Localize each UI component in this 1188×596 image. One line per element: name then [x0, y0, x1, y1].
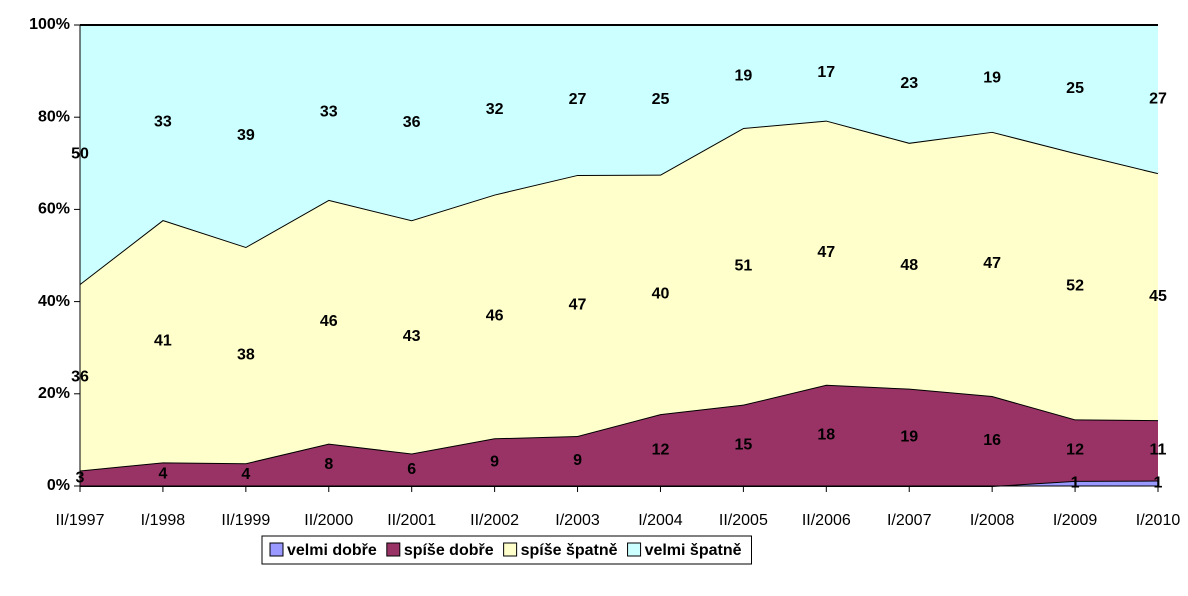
- y-tick-label: 40%: [38, 293, 70, 310]
- area: [80, 120, 1158, 471]
- legend-swatch: [269, 542, 284, 557]
- data-label: 19: [900, 429, 918, 446]
- data-label: 27: [1149, 90, 1167, 107]
- data-label: 33: [154, 114, 172, 131]
- x-tick-label: I/1998: [141, 512, 186, 529]
- data-label: 47: [817, 244, 835, 261]
- x-tick-label: I/2010: [1136, 512, 1181, 529]
- data-label: 4: [158, 465, 167, 482]
- y-tick-label: 80%: [38, 108, 70, 125]
- legend-swatch: [386, 542, 401, 557]
- legend-swatch: [503, 542, 518, 557]
- x-tick-label: I/2007: [887, 512, 932, 529]
- data-label: 45: [1149, 288, 1167, 305]
- y-tick-label: 60%: [38, 201, 70, 218]
- data-label: 38: [237, 346, 255, 363]
- data-label: 17: [817, 64, 835, 81]
- data-label: 19: [983, 70, 1001, 87]
- y-tick-label: 0%: [47, 477, 70, 494]
- area: [80, 480, 1158, 486]
- data-label: 6: [407, 461, 416, 478]
- data-label: 46: [320, 313, 338, 330]
- x-tick-label: I/2009: [1053, 512, 1098, 529]
- data-label: 9: [490, 453, 499, 470]
- area: [80, 25, 1158, 284]
- data-label: 46: [486, 308, 504, 325]
- data-label: 51: [734, 258, 752, 275]
- x-tick-label: I/2004: [638, 512, 683, 529]
- data-label: 52: [1066, 277, 1084, 294]
- x-tick-label: II/2005: [719, 512, 768, 529]
- data-label: 27: [569, 91, 587, 108]
- x-tick-label: II/2006: [802, 512, 851, 529]
- data-label: 36: [71, 368, 89, 385]
- data-label: 3: [76, 469, 85, 486]
- x-tick-label: II/1999: [221, 512, 270, 529]
- data-label: 19: [734, 68, 752, 85]
- data-label: 12: [1066, 441, 1084, 458]
- data-label: 40: [652, 286, 670, 303]
- data-label: 41: [154, 332, 172, 349]
- data-label: 39: [237, 127, 255, 144]
- y-tick-label: 20%: [38, 385, 70, 402]
- x-tick-label: I/2003: [555, 512, 600, 529]
- data-label: 47: [983, 255, 1001, 272]
- legend-label: spíše dobře: [404, 542, 494, 559]
- data-label: 33: [320, 104, 338, 121]
- area-edge: [79, 383, 1159, 472]
- data-label: 47: [569, 297, 587, 314]
- area: [80, 384, 1158, 486]
- y-tick-label: 100%: [29, 16, 70, 33]
- data-label: 11: [1150, 442, 1167, 459]
- data-label: 36: [403, 114, 421, 131]
- x-tick-label: II/1997: [56, 512, 105, 529]
- data-label: 32: [486, 101, 504, 118]
- legend-label: velmi dobře: [287, 542, 377, 559]
- data-label: 25: [1066, 80, 1084, 97]
- x-tick-label: II/2000: [304, 512, 353, 529]
- x-tick-label: I/2008: [970, 512, 1015, 529]
- data-label: 25: [652, 91, 670, 108]
- data-label: 4: [241, 466, 250, 483]
- data-label: 43: [403, 328, 421, 345]
- data-label: 8: [324, 456, 333, 473]
- data-label: 18: [817, 427, 835, 444]
- data-label: 23: [900, 75, 918, 92]
- data-label: 15: [734, 437, 752, 454]
- x-tick-label: II/2001: [387, 512, 436, 529]
- data-label: 16: [983, 432, 1001, 449]
- legend-label: velmi špatně: [645, 542, 742, 559]
- data-label: 12: [652, 441, 670, 458]
- data-label: 50: [71, 146, 89, 163]
- x-tick-label: II/2002: [470, 512, 519, 529]
- data-label: 1: [1071, 475, 1080, 492]
- legend-swatch: [627, 542, 642, 557]
- data-label: 1: [1154, 474, 1163, 491]
- legend-label: spíše špatně: [521, 542, 618, 559]
- data-label: 48: [900, 257, 918, 274]
- data-label: 9: [573, 452, 582, 469]
- legend-box: [261, 535, 752, 565]
